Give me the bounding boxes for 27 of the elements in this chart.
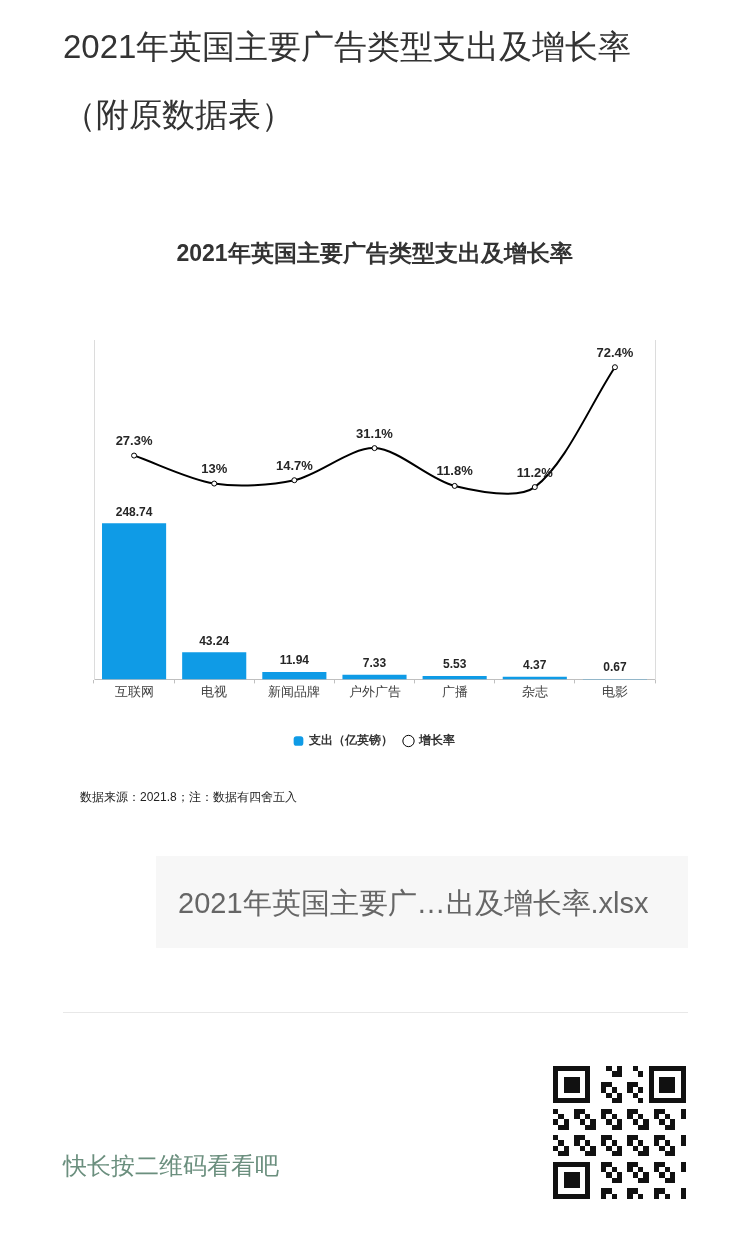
- text: 快长按二维码看看吧: [63, 1151, 279, 1181]
- legend-label: 增长率: [417, 733, 455, 748]
- legend-label: 支出（亿英镑）: [307, 733, 393, 748]
- x-tick-label: 新闻品牌: [268, 683, 321, 699]
- source-note: 数据来源：2021.8；注：数据有四舍五入: [80, 789, 297, 806]
- x-tick-label: 电影: [601, 683, 628, 699]
- chart-subtitle: 2021年英国主要广告类型支出及增长率: [176, 240, 573, 267]
- text: 2021年英国主要广…出及增长率.xlsx: [178, 886, 649, 921]
- data-label: 27.3%: [115, 433, 153, 449]
- data-label: 14.7%: [275, 457, 314, 473]
- data-label: 7.33: [362, 656, 387, 671]
- data-label: 4.37: [523, 657, 547, 672]
- x-tick-label: 杂志: [521, 683, 548, 699]
- data-label: 248.74: [115, 504, 153, 519]
- chart-title: 2021年英国主要广告类型支出及增长率（附原数据表）: [63, 27, 633, 135]
- data-label: 43.24: [199, 633, 230, 648]
- x-tick-label: 电视: [201, 683, 228, 699]
- data-label: 11.8%: [436, 463, 474, 479]
- x-tick-label: 户外广告: [348, 683, 401, 699]
- x-tick-label: 互联网: [114, 683, 154, 699]
- data-label: 0.67: [603, 660, 627, 675]
- data-label: 11.94: [279, 653, 310, 668]
- data-label: 13%: [201, 461, 228, 477]
- x-tick-label: 广播: [441, 683, 468, 699]
- data-label: 31.1%: [356, 425, 394, 441]
- data-label: 72.4%: [596, 344, 634, 360]
- data-label: 5.53: [442, 657, 467, 672]
